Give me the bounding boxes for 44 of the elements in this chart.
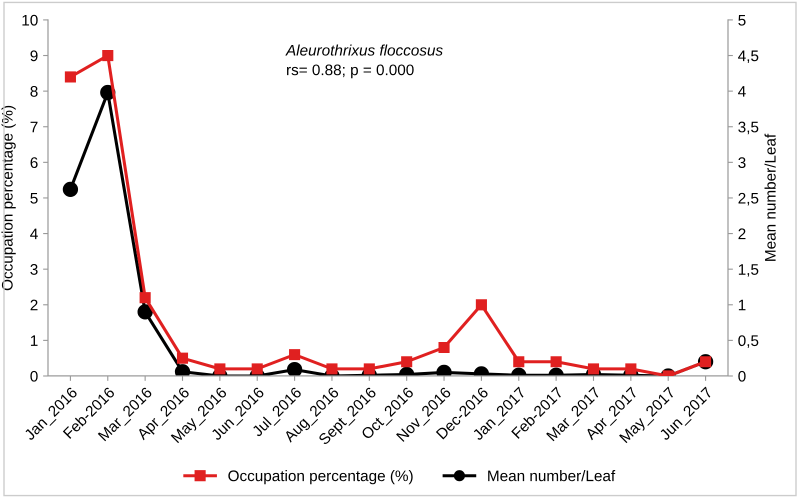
y2-tick-label: 4	[738, 86, 746, 97]
y-tick-label: 3	[30, 264, 38, 275]
y-tick-label: 10	[22, 14, 38, 26]
y-tick-label: 5	[30, 192, 38, 204]
point	[64, 71, 76, 82]
legend-label: Occupation percentage (%)	[228, 470, 413, 484]
point	[140, 292, 151, 304]
y2-tick-label: 2	[738, 228, 746, 240]
point	[401, 356, 412, 368]
y-tick-label: 2	[30, 300, 38, 310]
y-tick-label: 4	[30, 228, 38, 240]
y2-tick-label: 3,5	[738, 122, 758, 134]
point	[476, 299, 487, 310]
y2-axis-title: Mean number/Leaf	[764, 134, 776, 261]
point	[326, 363, 338, 374]
point	[513, 356, 524, 368]
point	[252, 363, 263, 374]
y-tick-label: 1	[30, 335, 38, 346]
y-tick-label: 7	[30, 122, 38, 132]
y-tick-label: 6	[30, 157, 38, 168]
y2-tick-label: 0,5	[738, 335, 758, 348]
y2-tick-label: 0	[738, 370, 746, 382]
y2-tick-label: 5	[738, 14, 746, 26]
y-tick-label: 9	[30, 50, 38, 62]
point	[214, 363, 226, 374]
point	[550, 356, 562, 368]
point	[102, 50, 114, 62]
point	[364, 363, 375, 374]
annotation: rs= 0.88; p = 0.000	[287, 64, 414, 78]
y2-tick-label: 2,5	[738, 192, 758, 206]
annotation: Aleurothrixus floccosus	[285, 44, 443, 56]
point	[438, 342, 450, 354]
y2-tick-label: 4,5	[738, 50, 758, 64]
point	[176, 352, 188, 364]
y-tick-label: 0	[30, 370, 38, 382]
legend-label: Mean number/Leaf	[488, 470, 616, 482]
y2-tick-label: 1,5	[738, 264, 758, 277]
y2-tick-label: 3	[738, 157, 746, 168]
y2-tick-label: 1	[738, 300, 746, 310]
point	[588, 363, 600, 374]
point	[625, 363, 636, 374]
point	[62, 182, 78, 198]
y-tick-label: 8	[30, 86, 38, 97]
point	[289, 349, 300, 360]
